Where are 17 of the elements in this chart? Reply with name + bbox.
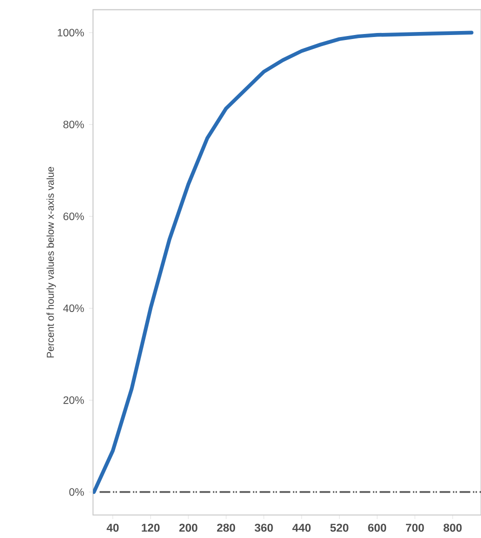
x-tick-label: 600 — [368, 524, 386, 532]
y-axis-title: Percent of hourly values below x-axis value — [46, 166, 56, 358]
y-tick-label: 80% — [63, 120, 84, 128]
x-tick-label: 200 — [179, 524, 198, 532]
y-tick-label: 40% — [63, 304, 84, 312]
y-tick-label: 0% — [69, 488, 84, 496]
x-tick-label: 360 — [254, 524, 273, 532]
y-tick-label: 100% — [58, 28, 84, 36]
y-tick-label: 20% — [63, 396, 84, 404]
x-tick-label: 520 — [330, 524, 348, 532]
x-tick-label: 700 — [406, 524, 424, 532]
x-tick-label: 440 — [292, 524, 311, 532]
x-tick-label: 800 — [444, 524, 462, 532]
x-tick-label: 280 — [217, 524, 236, 532]
y-tick-label: 60% — [63, 212, 84, 220]
x-tick-label: 40 — [106, 524, 119, 532]
x-tick-label: 120 — [142, 524, 160, 532]
